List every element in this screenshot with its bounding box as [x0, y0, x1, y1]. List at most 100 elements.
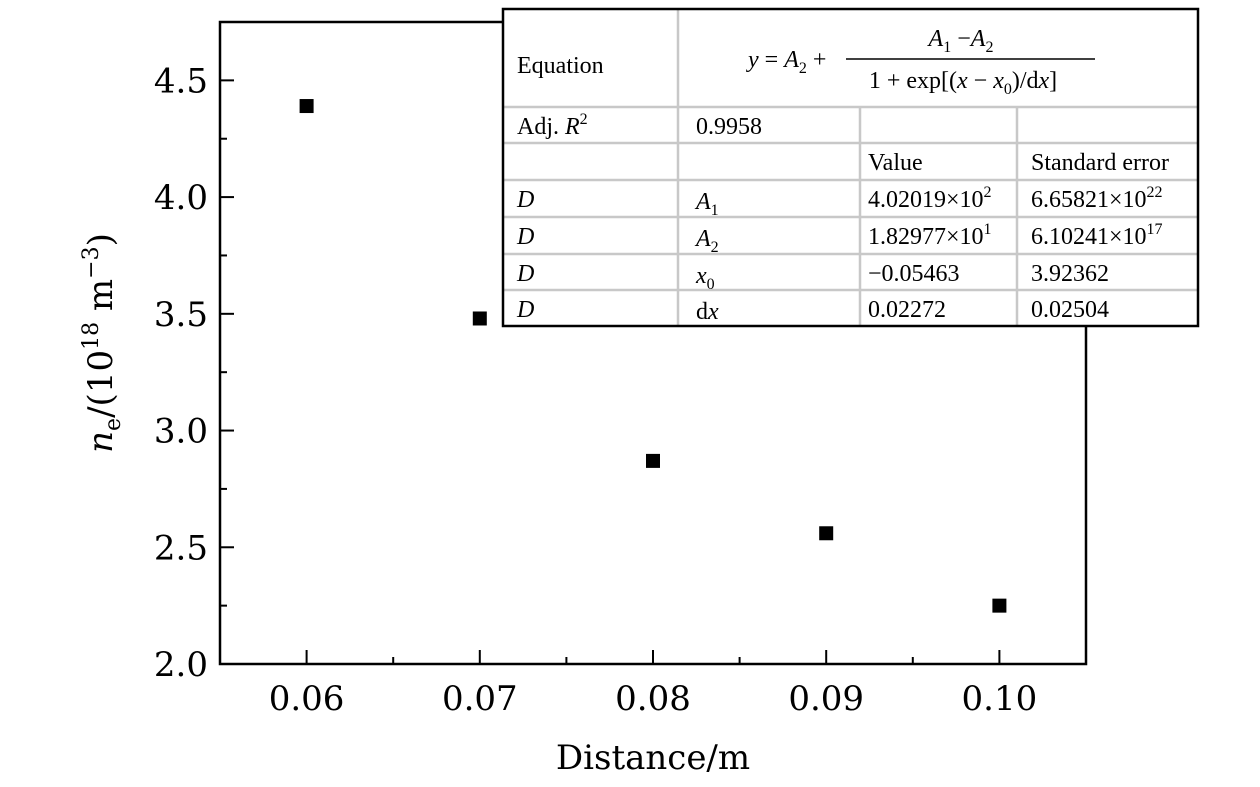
y-tick-label: 3.5	[154, 295, 208, 335]
value-mantissa: 0.02272	[868, 297, 946, 323]
adj-r-exponent: 2	[580, 111, 588, 128]
y-axis-unit-m: m	[81, 279, 121, 322]
y-axis-unit-exponent-2: −3	[79, 246, 104, 278]
y-axis-unit-open: /(10	[81, 350, 121, 418]
x-tick-label: 0.10	[962, 679, 1038, 719]
adj-r2-value: 0.9958	[696, 114, 762, 140]
value-mantissa: −0.05463	[868, 261, 960, 287]
y-axis-unit-exponent: 18	[79, 322, 104, 350]
row-dataset: D	[516, 187, 534, 213]
data-point	[472, 311, 487, 326]
eq-a2-subscript: 2	[799, 60, 807, 77]
eq-den-end: ]	[1049, 68, 1057, 94]
error-mantissa: 6.65821×10	[1031, 187, 1147, 213]
eq-y: y	[746, 47, 759, 73]
eq-den-x0: x	[992, 68, 1004, 94]
row-value: 0.02272	[868, 297, 946, 323]
value-exponent: 1	[984, 221, 992, 238]
error-mantissa: 6.10241×10	[1031, 224, 1147, 250]
row-value: 1.82977×101	[868, 221, 992, 250]
param-subscript: 1	[711, 202, 719, 219]
row-value: −0.05463	[868, 261, 960, 287]
axes: 0.06 0.07 0.08 0.09 0.10 2.0 2.5 3.0 3.5 4.0 4.5	[154, 61, 1037, 719]
param-symbol: x	[695, 263, 707, 289]
eq-den-minus: −	[968, 68, 994, 94]
row-parameter: A2	[694, 226, 719, 256]
equation-lhs: y = A2 +	[746, 47, 826, 77]
row-parameter: dx	[696, 299, 719, 325]
adj-r2-label: Adj. R2	[517, 111, 588, 140]
row-dataset: D	[516, 297, 534, 323]
param-subscript: 0	[707, 276, 715, 293]
eq-num-a1: A	[927, 26, 944, 52]
equation-numerator: A1 −A2	[927, 26, 994, 56]
data-points	[299, 99, 1007, 613]
table-grid	[503, 9, 1198, 326]
parameter-row: D A1 4.02019×102 6.65821×1022	[516, 184, 1163, 219]
error-exponent: 17	[1147, 221, 1163, 238]
row-standard-error: 0.02504	[1031, 297, 1109, 323]
param-x: x	[707, 299, 719, 325]
error-mantissa: 0.02504	[1031, 297, 1109, 323]
row-dataset: D	[516, 261, 534, 287]
row-standard-error: 3.92362	[1031, 261, 1109, 287]
y-tick-label: 4.0	[154, 178, 208, 218]
x-tick-label: 0.08	[615, 679, 691, 719]
eq-num-minus: −	[951, 26, 971, 52]
y-tick-label: 3.0	[154, 412, 208, 452]
x-tick-label: 0.06	[269, 679, 345, 719]
table-background	[503, 9, 1198, 326]
equation-denominator: 1 + exp[(x − x0)/dx]	[869, 68, 1057, 98]
eq-a2: A	[782, 47, 799, 73]
y-axis-title: ne/(1018 m−3)	[79, 233, 126, 453]
value-mantissa: 1.82977×10	[868, 224, 984, 250]
row-parameter: x0	[695, 263, 715, 293]
value-exponent: 2	[984, 184, 992, 201]
error-mantissa: 3.92362	[1031, 261, 1109, 287]
column-header-standard-error: Standard error	[1031, 150, 1169, 176]
parameter-row: D A2 1.82977×101 6.10241×1017	[516, 221, 1163, 256]
y-axis-symbol: n	[81, 431, 121, 453]
eq-num-a2: A	[969, 26, 986, 52]
y-tick-label: 2.0	[154, 645, 208, 685]
data-point	[646, 453, 660, 468]
param-subscript: 2	[711, 239, 719, 256]
param-symbol: A	[694, 226, 711, 252]
eq-den-pre: 1 + exp[(	[869, 68, 957, 94]
data-point	[992, 598, 1007, 613]
error-exponent: 22	[1147, 184, 1163, 201]
eq-den-x0-subscript: 0	[1004, 81, 1012, 98]
y-tick-label: 4.5	[154, 61, 208, 101]
equation-label: Equation	[517, 53, 604, 79]
eq-den-x2: x	[1038, 68, 1050, 94]
param-d: d	[696, 299, 708, 325]
eq-num-a1-subscript: 1	[943, 39, 951, 56]
y-axis-unit-close: )	[81, 233, 121, 246]
eq-num-a2-subscript: 2	[985, 39, 993, 56]
value-mantissa: 4.02019×10	[868, 187, 984, 213]
row-standard-error: 6.10241×1017	[1031, 221, 1163, 250]
data-point	[819, 526, 834, 541]
data-point	[299, 99, 314, 114]
eq-den-post: )/d	[1012, 68, 1039, 94]
y-axis-symbol-subscript: e	[101, 418, 126, 431]
row-value: 4.02019×102	[868, 184, 992, 213]
adj-label-text: Adj.	[517, 114, 565, 140]
eq-den-x: x	[956, 68, 968, 94]
x-tick-label: 0.07	[442, 679, 518, 719]
row-standard-error: 6.65821×1022	[1031, 184, 1163, 213]
eq-equals: =	[759, 47, 785, 73]
fit-result-table: Equation y = A2 + A1 −A2 1 + exp[(x − x0…	[501, 7, 1200, 328]
row-dataset: D	[516, 224, 534, 250]
table-border	[501, 7, 1200, 328]
column-header-value: Value	[868, 150, 923, 176]
y-tick-label: 2.5	[154, 528, 208, 568]
adj-r: R	[564, 114, 580, 140]
eq-plus: +	[807, 47, 827, 73]
row-parameter: A1	[694, 189, 719, 219]
param-symbol: A	[694, 189, 711, 215]
